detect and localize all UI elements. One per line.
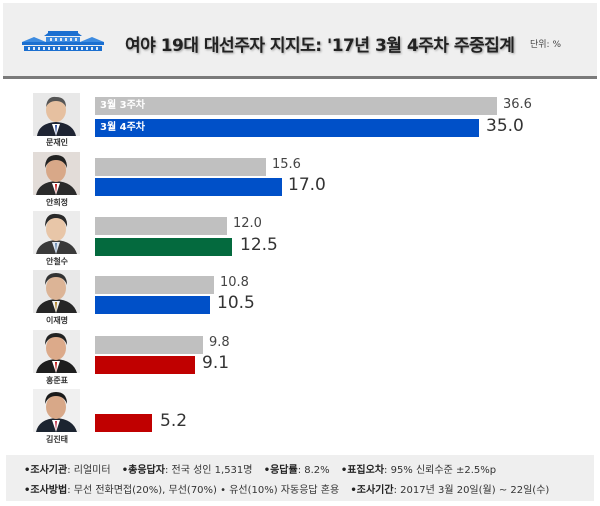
bar-current-week <box>95 119 479 137</box>
survey-info-footer: •조사기관: 리얼미터 •총응답자: 전국 성인 1,531명 •응답률: 8.… <box>6 455 594 501</box>
method-value: : 무선 전화면접(20%), 무선(70%) • 유선(10%) 자동응답 혼… <box>67 485 340 496</box>
candidate-name: 이재명 <box>45 316 69 325</box>
agency-key: •조사기관 <box>24 465 68 476</box>
candidate-photo <box>33 270 80 313</box>
value-prev-week: 9.8 <box>209 335 230 350</box>
value-prev-week: 36.6 <box>503 97 532 112</box>
response-rate-value: : 8.2% <box>297 465 330 476</box>
survey-info-line-1: •조사기관: 리얼미터 •총응답자: 전국 성인 1,531명 •응답률: 8.… <box>24 461 504 476</box>
bar-prev-week <box>95 158 266 176</box>
bar-current-week <box>95 414 152 432</box>
bar-current-week <box>95 356 195 374</box>
candidate-name: 홍준표 <box>45 376 69 385</box>
candidate-name: 안철수 <box>45 257 69 266</box>
value-prev-week: 10.8 <box>220 275 249 290</box>
value-current-week: 35.0 <box>486 116 524 136</box>
agency-value: : 리얼미터 <box>67 465 111 476</box>
candidate-name: 문재인 <box>45 138 69 147</box>
candidate-photo <box>33 152 80 195</box>
response-rate-key: •응답률 <box>263 465 298 476</box>
bar-prev-week <box>95 97 497 115</box>
chart-header: 여야 19대 대선주자 지지도: '17년 3월 4주차 주중집계 단위: % <box>3 3 597 79</box>
value-current-week: 9.1 <box>202 353 230 373</box>
legend-current-week: 3월 4주차 <box>100 122 145 133</box>
bar-prev-week <box>95 217 227 235</box>
unit-label: 단위: % <box>530 40 562 50</box>
bar-current-week <box>95 296 210 314</box>
value-current-week: 17.0 <box>288 175 326 195</box>
value-prev-week: 12.0 <box>233 216 262 231</box>
bar-prev-week <box>95 276 214 294</box>
respondents-value: : 전국 성인 1,531명 <box>164 465 253 476</box>
bar-current-week <box>95 238 232 256</box>
value-prev-week: 15.6 <box>272 157 301 172</box>
blue-house-icon <box>22 31 104 51</box>
bar-current-week <box>95 178 282 196</box>
value-current-week: 5.2 <box>160 411 188 431</box>
candidate-photo <box>33 93 80 136</box>
candidate-name: 김진태 <box>45 435 69 444</box>
value-current-week: 12.5 <box>240 235 278 255</box>
method-key: •조사방법 <box>24 485 68 496</box>
chart-title: 여야 19대 대선주자 지지도: '17년 3월 4주차 주중집계 <box>125 36 515 56</box>
period-key: •조사기간 <box>350 485 394 496</box>
candidate-photo <box>33 211 80 254</box>
margin-of-error-key: •표집오차 <box>340 465 385 476</box>
value-current-week: 10.5 <box>217 293 255 313</box>
bar-prev-week <box>95 336 203 354</box>
period-value: : 2017년 3월 20일(월) ~ 22일(수) <box>393 485 550 496</box>
candidate-photo <box>33 330 80 373</box>
candidate-photo <box>33 389 80 432</box>
candidate-name: 안희정 <box>45 198 69 207</box>
margin-of-error-value: : 95% 신뢰수준 ±2.5%p <box>384 465 497 476</box>
respondents-key: •총응답자 <box>121 465 165 476</box>
survey-info-line-2: •조사방법: 무선 전화면접(20%), 무선(70%) • 유선(10%) 자… <box>24 481 557 496</box>
legend-prev-week: 3월 3주차 <box>100 100 145 111</box>
